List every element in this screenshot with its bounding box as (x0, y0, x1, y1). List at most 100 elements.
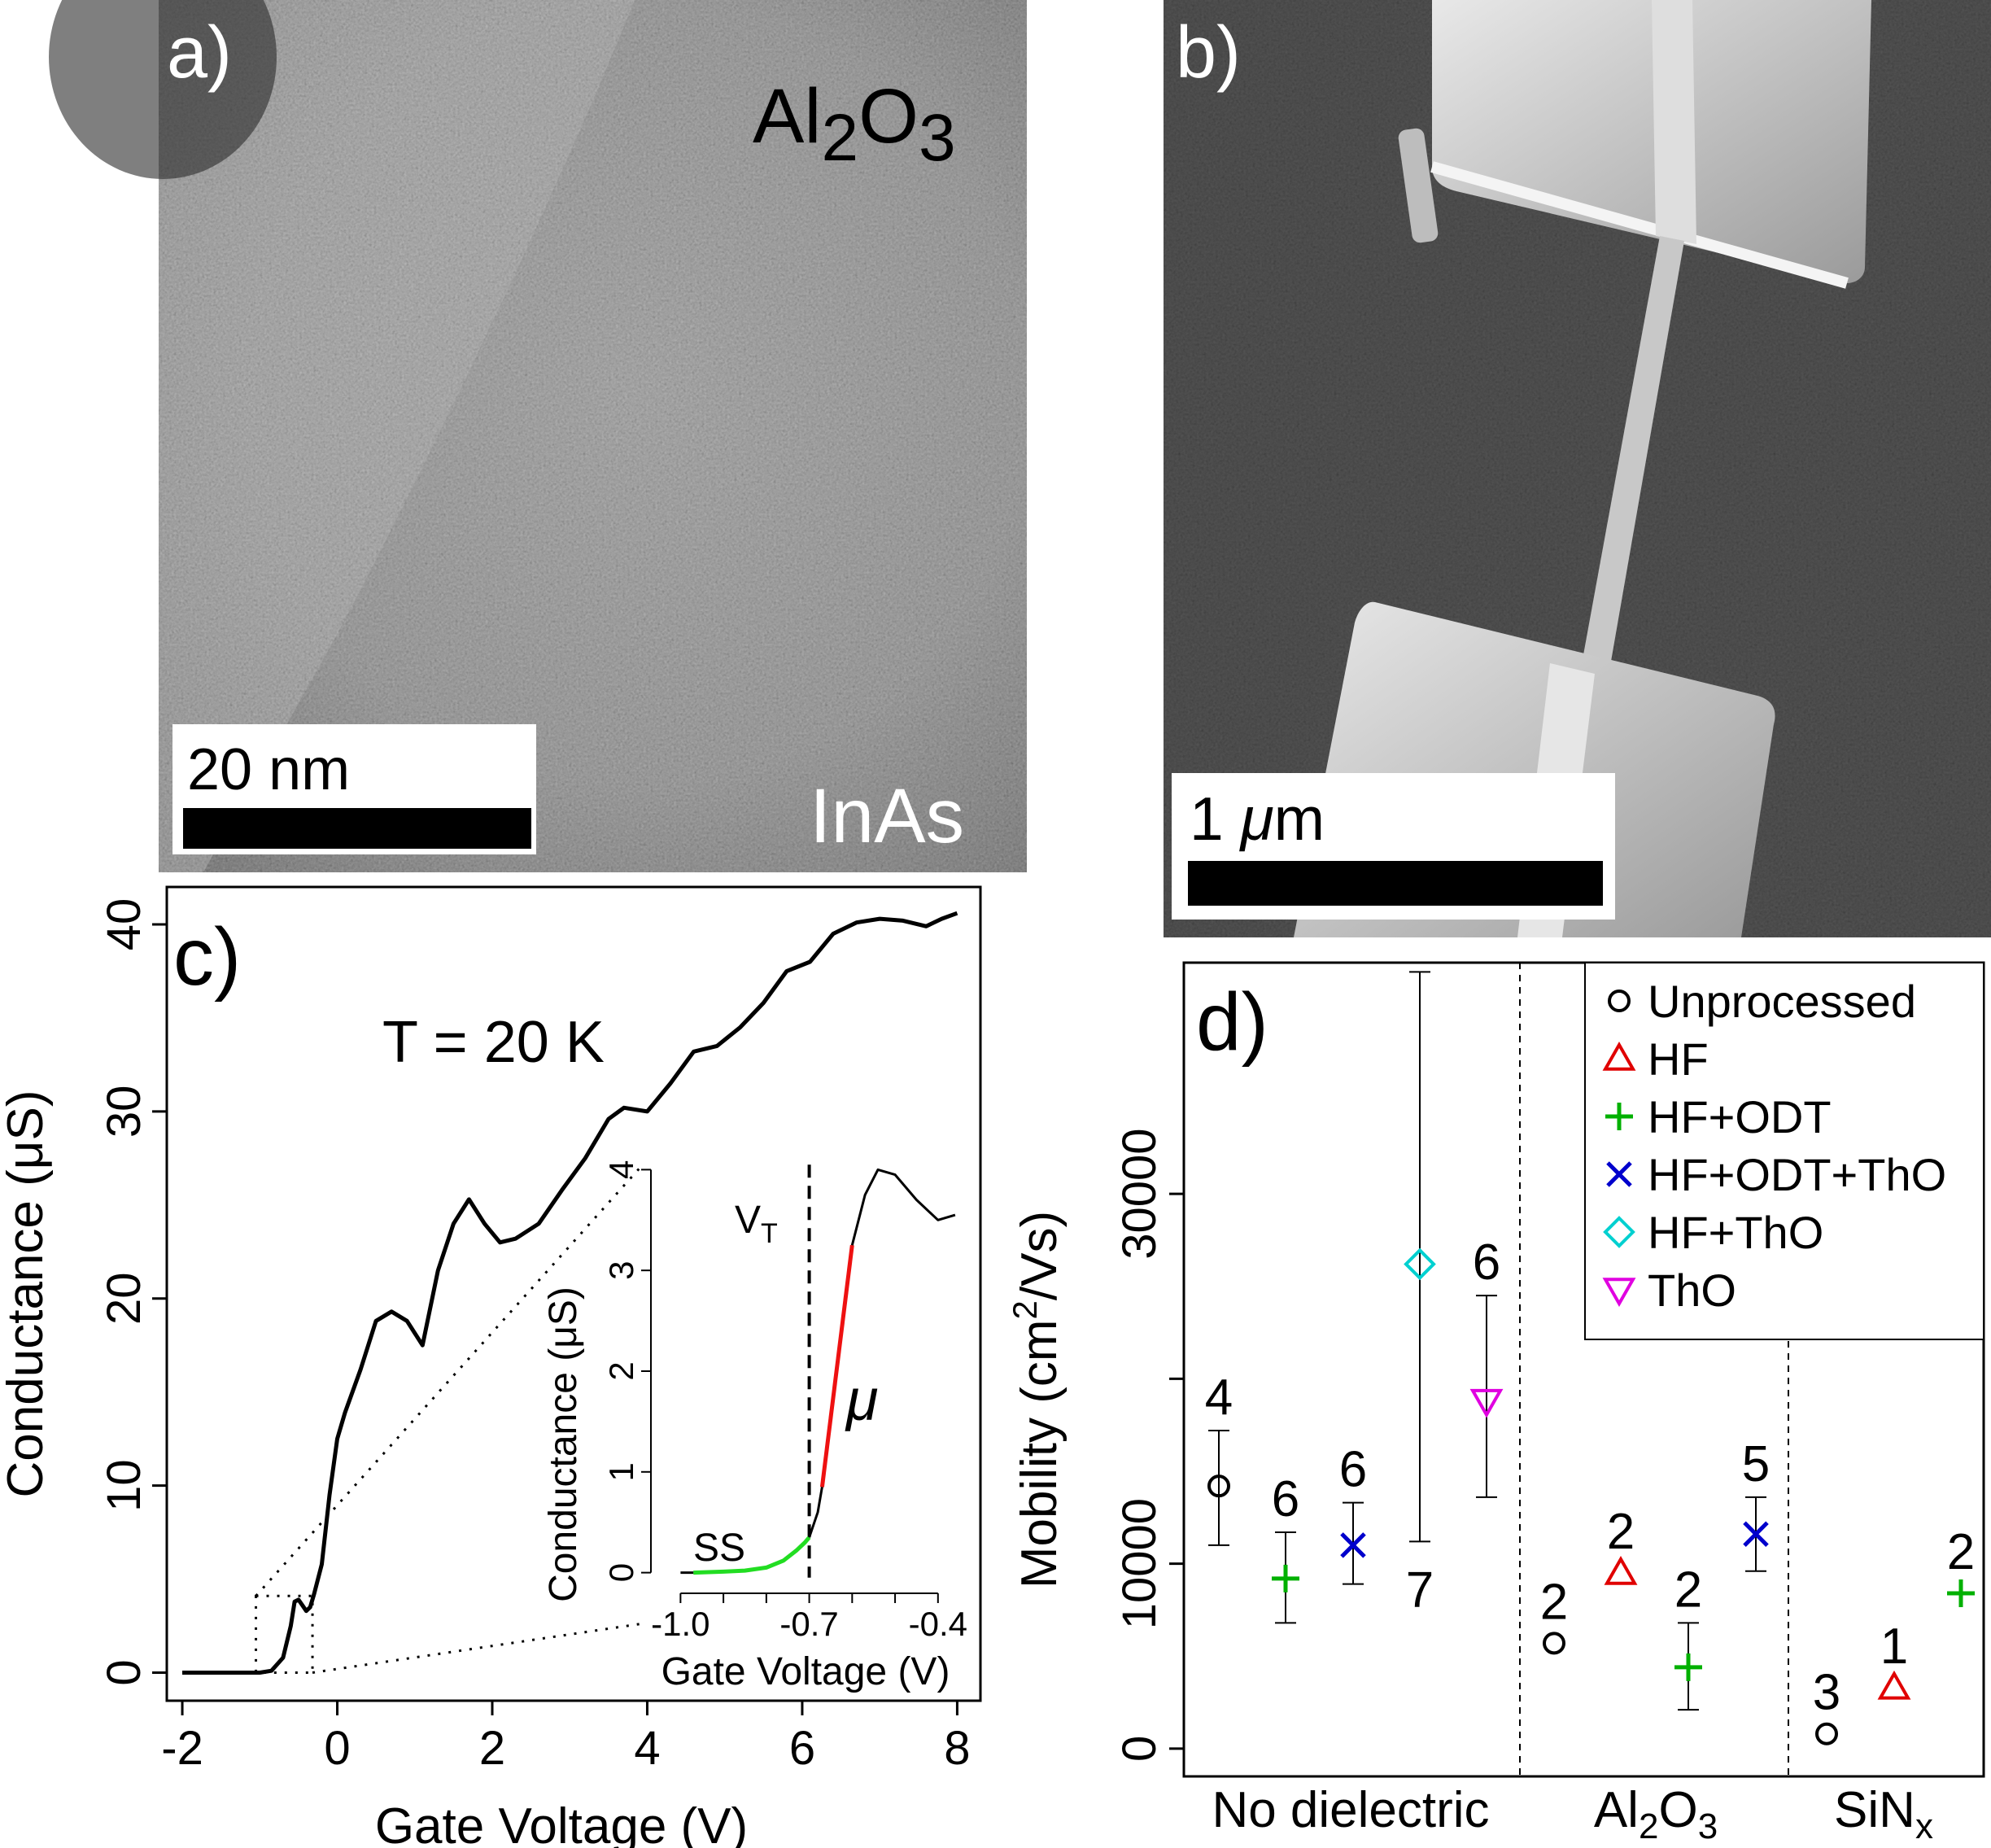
mu-label: μ (845, 1368, 878, 1433)
marker-triangle-down (1469, 1388, 1504, 1418)
inset-axes: 0 1 2 3 4 -1.0 -0.7 -0.4 (602, 1160, 967, 1643)
legend-entry: ThO (1648, 1265, 1736, 1316)
sample-count-label: 4 (1205, 1370, 1233, 1426)
inset-x-label: Gate Voltage (V) (661, 1650, 950, 1693)
marker-triangle-up (1602, 1041, 1636, 1071)
marker-plus (1947, 1579, 1975, 1607)
marker-circle (1543, 1632, 1565, 1655)
inset-y-tick-label: 3 (602, 1261, 640, 1280)
inset-x-tick-label: -0.7 (779, 1605, 838, 1643)
legend-entry: HF+ODT+ThO (1648, 1149, 1946, 1200)
debris (1398, 128, 1439, 243)
y-tick-label-c: 0 (98, 1659, 151, 1685)
x-tick-label-c: 0 (324, 1722, 350, 1775)
y-axis-label-c: Conductance (μS) (0, 1090, 54, 1498)
sample-count-label: 3 (1813, 1665, 1840, 1721)
series-c (182, 911, 958, 1675)
marker-triangle-down (1602, 1278, 1636, 1308)
y-tick-label-c: 10 (98, 1459, 151, 1512)
group-label-sinx: SiNx (1834, 1782, 1933, 1846)
sample-count-label: 1 (1880, 1619, 1908, 1675)
legend: Unprocessed HF HF+ODT HF+ODT+ThO HF+ThO ThO (1602, 976, 1946, 1316)
inset-curve-mu-curve (819, 1244, 854, 1488)
panel-a-label: a) (167, 12, 232, 94)
legend-entry: Unprocessed (1648, 976, 1916, 1027)
axes-d: 0 10000 30000 (1113, 1128, 1184, 1762)
scalebar-a (183, 808, 531, 849)
panel-d-label: d) (1196, 976, 1268, 1068)
inset-y-label: Conductance (μS) (542, 1287, 585, 1602)
panel-d: d) Mobility (cm2/Vs) 0 10000 30000 No diel… (1006, 961, 1985, 1846)
tem-dark-corner (49, 0, 277, 179)
panel-c-label: c) (173, 911, 241, 1003)
x-axis-label-c: Gate Voltage (V) (375, 1798, 748, 1848)
sample-count-label: 6 (1473, 1234, 1500, 1291)
marker-plus (1674, 1653, 1702, 1681)
al2o3-label: Al2O3 (753, 73, 956, 175)
group-label-no-dielectric: No dielectric (1212, 1782, 1489, 1838)
marker-plus (1605, 1103, 1633, 1130)
y-tick-label-c: 30 (98, 1086, 151, 1138)
marker-cross (1606, 1161, 1632, 1187)
x-tick-label-c: 6 (789, 1722, 815, 1775)
conductance-curve (182, 911, 958, 1675)
sample-count-label: 6 (1272, 1471, 1299, 1527)
panel-b: b) 1 μm (1164, 0, 1991, 937)
y-tick-label-d: 10000 (1113, 1498, 1166, 1629)
marker-diamond (1404, 1247, 1436, 1281)
panel-b-label: b) (1176, 12, 1241, 94)
x-tick-label-c: 8 (944, 1722, 970, 1775)
y-tick-label-c: 40 (98, 898, 151, 951)
inset-x-tick-label: -1.0 (651, 1605, 710, 1643)
inset-y-tick-label: 1 (602, 1462, 640, 1481)
sample-count-label: 2 (1607, 1504, 1635, 1560)
sample-count-label: 5 (1742, 1436, 1770, 1492)
marker-diamond (1603, 1216, 1635, 1248)
marker-plus (1272, 1564, 1299, 1592)
y-tick-label-d: 30000 (1113, 1128, 1166, 1259)
top-pad-strip (1652, 0, 1696, 244)
vt-label: VT (735, 1199, 778, 1249)
scalebar-b (1188, 861, 1603, 906)
marker-cross (1743, 1521, 1769, 1548)
marker-triangle-up (1877, 1670, 1911, 1700)
sample-count-label: 6 (1339, 1442, 1367, 1498)
legend-entry: HF+ThO (1648, 1207, 1823, 1258)
x-tick-label-c: 4 (634, 1722, 660, 1775)
inset-curve-ss-curve (693, 1536, 811, 1575)
panel-a: a) Al2O3 InAs 20 nm (49, 0, 1027, 872)
plot-frame-c (165, 885, 982, 1702)
marker-cross (1340, 1532, 1366, 1558)
sample-count-label: 2 (1540, 1574, 1568, 1630)
scalebar-text-b: 1 μm (1190, 784, 1325, 853)
ss-label: SS (693, 1527, 745, 1570)
inas-label: InAs (810, 773, 964, 859)
scalebar-text-a: 20 nm (187, 737, 350, 802)
marker-triangle-up (1604, 1555, 1638, 1585)
top-pad-edge (1430, 161, 1849, 289)
inset-y-tick-label: 4 (602, 1160, 640, 1179)
sample-count-label: 2 (1947, 1524, 1975, 1580)
group-label-al2o3: Al2O3 (1594, 1782, 1718, 1846)
inset-series (680, 1168, 956, 1575)
inset-curve-Unprocessed (850, 1168, 956, 1246)
marker-circle (1815, 1722, 1838, 1745)
panel-c: c) T = 20 K Conductance (μS) Gate Voltag… (0, 885, 982, 1848)
inset-y-tick-label: 2 (602, 1361, 640, 1380)
nanowire (1574, 236, 1684, 708)
y-axis-label-d: Mobility (cm2/Vs) (1006, 1211, 1068, 1588)
inset-x-tick-label: -0.4 (909, 1605, 967, 1643)
marker-circle (1608, 990, 1631, 1012)
x-tick-label-c: -2 (161, 1722, 203, 1775)
x-tick-label-c: 2 (479, 1722, 505, 1775)
y-tick-label-d: 0 (1113, 1736, 1166, 1762)
top-contact-pad (1432, 0, 1871, 283)
inset-curve-Unprocessed (808, 1487, 823, 1538)
inset-y-tick-label: 0 (602, 1563, 640, 1582)
legend-box (1584, 962, 1984, 1340)
y-tick-label-c: 20 (98, 1272, 151, 1325)
plot-frame-d (1182, 961, 1985, 1778)
